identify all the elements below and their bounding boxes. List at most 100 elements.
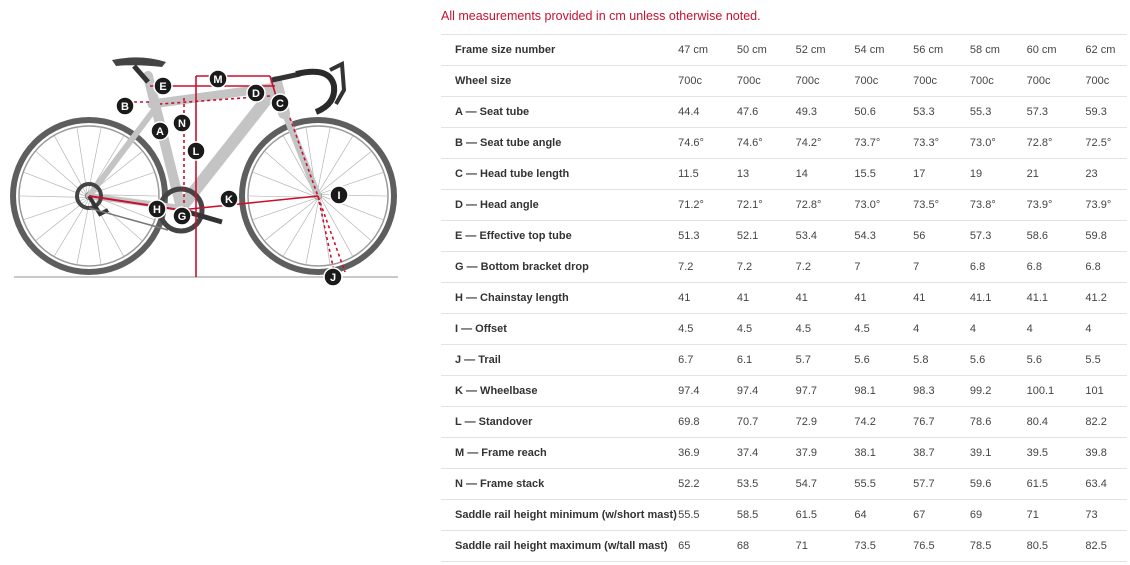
table-cell: 67 bbox=[913, 499, 970, 531]
spoke bbox=[87, 127, 102, 193]
table-cell: 98.3 bbox=[913, 375, 970, 407]
table-cell: 41 bbox=[913, 282, 970, 314]
table-row: J — Trail 6.7 6.1 5.7 5.6 5.8 5.6 5.6 5.5 bbox=[441, 344, 1127, 376]
spoke bbox=[90, 199, 102, 265]
table-cell: 54.3 bbox=[854, 220, 914, 252]
table-row: E — Effective top tube 51.3 52.1 53.4 54.3 56… bbox=[441, 220, 1127, 252]
badge-k: K bbox=[219, 189, 239, 209]
frame-size-header-cell: 58 cm bbox=[969, 34, 1027, 66]
table-cell: 55.5 bbox=[678, 499, 737, 531]
table-cell: 65 bbox=[678, 530, 737, 562]
table-cell: 72.5° bbox=[1085, 127, 1127, 159]
table-cell: 6.8 bbox=[969, 251, 1027, 283]
table-cell: 44.4 bbox=[678, 96, 737, 128]
table-cell: 41 bbox=[736, 282, 796, 314]
spoke bbox=[24, 198, 87, 220]
chain bbox=[88, 207, 169, 231]
spoke bbox=[264, 151, 315, 195]
table-cell: 72.1° bbox=[736, 189, 796, 221]
row-label: L — Standover bbox=[441, 406, 679, 438]
table-cell: 72.8° bbox=[795, 189, 855, 221]
spoke bbox=[320, 198, 353, 256]
row-label: J — Trail bbox=[441, 344, 679, 376]
badge-g: G bbox=[172, 206, 192, 226]
table-cell: 5.7 bbox=[795, 344, 855, 376]
table-cell: 5.8 bbox=[913, 344, 970, 376]
badge-h: H bbox=[147, 199, 167, 219]
table-cell: 73.7° bbox=[854, 127, 914, 159]
badge-letter: B bbox=[121, 101, 129, 113]
seatpost bbox=[132, 64, 150, 84]
table-cell: 53.4 bbox=[795, 220, 855, 252]
table-row: L — Standover 69.8 70.7 72.9 74.2 76.7 78.6 80.… bbox=[441, 406, 1127, 438]
badge-letter: C bbox=[276, 98, 284, 110]
table-cell: 700c bbox=[913, 65, 970, 97]
badge-j: J bbox=[323, 267, 343, 287]
spoke bbox=[253, 198, 316, 220]
table-header-row: Frame size number 47 cm 50 cm 52 cm 54 cm 56 … bbox=[441, 34, 1127, 66]
table-row: N — Frame stack 52.2 53.5 54.7 55.5 57.7 59.6 6… bbox=[441, 468, 1127, 500]
table-cell: 97.4 bbox=[678, 375, 737, 407]
badge-letter: E bbox=[159, 81, 166, 93]
row-label: C — Head tube length bbox=[441, 158, 679, 190]
table-cell: 57.3 bbox=[969, 220, 1027, 252]
table-cell: 59.8 bbox=[1085, 220, 1127, 252]
table-cell: 63.4 bbox=[1085, 468, 1127, 500]
saddle bbox=[112, 57, 166, 67]
spoke bbox=[54, 199, 89, 256]
table-cell: 73.0° bbox=[854, 189, 914, 221]
table-cell: 37.4 bbox=[736, 437, 796, 469]
table-cell: 700c bbox=[854, 65, 914, 97]
frame-size-header-cell: 54 cm bbox=[854, 34, 914, 66]
frame-size-header-cell: 50 cm bbox=[736, 34, 796, 66]
spoke bbox=[91, 172, 154, 194]
frame-size-header-cell: 62 cm bbox=[1085, 34, 1127, 66]
table-cell: 700c bbox=[1085, 65, 1127, 97]
table-cell: 57.7 bbox=[913, 468, 970, 500]
row-label: A — Seat tube bbox=[441, 96, 679, 128]
table-cell: 57.3 bbox=[1026, 96, 1086, 128]
spoke bbox=[24, 172, 86, 197]
table-cell: 4.5 bbox=[678, 313, 737, 345]
table-cell: 55.3 bbox=[969, 96, 1027, 128]
table-cell: 14 bbox=[795, 158, 855, 190]
frame-size-header-cell: 52 cm bbox=[795, 34, 855, 66]
stem bbox=[271, 71, 301, 83]
table-cell: 74.6° bbox=[678, 127, 737, 159]
table-cell: 700c bbox=[969, 65, 1027, 97]
table-cell: 73.9° bbox=[1026, 189, 1086, 221]
badge-letter: J bbox=[330, 272, 336, 284]
row-label: Wheel size bbox=[441, 65, 679, 97]
table-row: G — Bottom bracket drop 7.2 7.2 7.2 7 7 6.8 6.8… bbox=[441, 251, 1127, 283]
spoke bbox=[321, 197, 372, 241]
table-cell: 74.6° bbox=[736, 127, 796, 159]
table-cell: 37.9 bbox=[795, 437, 855, 469]
geometry-table: Frame size number 47 cm 50 cm 52 cm 54 cm 56 … bbox=[441, 34, 1127, 562]
measurement-badges: A B C D E G H I J K L M N bbox=[115, 69, 349, 287]
table-cell: 49.3 bbox=[795, 96, 855, 128]
table-cell: 99.2 bbox=[969, 375, 1027, 407]
table-cell: 59.6 bbox=[969, 468, 1027, 500]
table-cell: 69 bbox=[969, 499, 1027, 531]
table-cell: 73.5 bbox=[854, 530, 914, 562]
badge-c: C bbox=[270, 93, 290, 113]
table-cell: 5.6 bbox=[969, 344, 1027, 376]
table-cell: 6.7 bbox=[678, 344, 737, 376]
table-cell: 47.6 bbox=[736, 96, 796, 128]
table-row: Saddle rail height minimum (w/short mast… bbox=[441, 499, 1127, 531]
table-cell: 700c bbox=[678, 65, 737, 97]
row-label: Saddle rail height maximum (w/tall mast) bbox=[441, 530, 679, 562]
table-cell: 78.6 bbox=[969, 406, 1027, 438]
table-row: Saddle rail height maximum (w/tall mast)… bbox=[441, 530, 1127, 562]
spoke bbox=[92, 194, 159, 197]
spoke bbox=[76, 127, 88, 193]
table-cell: 56 bbox=[913, 220, 970, 252]
spoke bbox=[54, 136, 87, 194]
table-cell: 97.7 bbox=[795, 375, 855, 407]
table-cell: 41.1 bbox=[1026, 282, 1086, 314]
table-cell: 101 bbox=[1085, 375, 1127, 407]
table-cell: 52.2 bbox=[678, 468, 737, 500]
table-cell: 59.3 bbox=[1085, 96, 1127, 128]
table-cell: 21 bbox=[1026, 158, 1086, 190]
table-cell: 5.5 bbox=[1085, 344, 1127, 376]
